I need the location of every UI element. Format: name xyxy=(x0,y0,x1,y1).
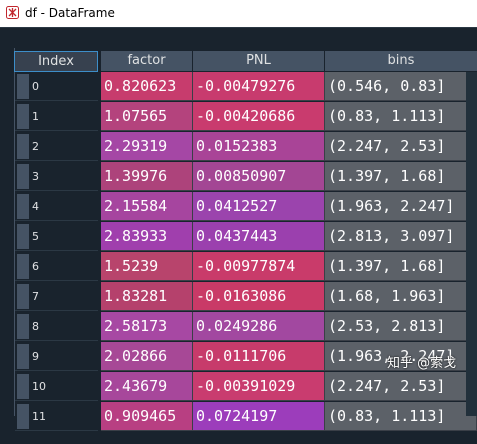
factor-cell[interactable]: 2.43679 xyxy=(101,372,193,401)
index-cell[interactable]: 10 xyxy=(15,372,98,401)
index-label: 1 xyxy=(32,110,39,123)
row-marker xyxy=(17,404,29,429)
pnl-cell[interactable]: 0.0412527 xyxy=(193,192,325,221)
factor-cell[interactable]: 2.29319 xyxy=(101,132,193,161)
factor-cell[interactable]: 1.83281 xyxy=(101,282,193,311)
index-cell[interactable]: 1 xyxy=(15,102,98,131)
pnl-cell[interactable]: 0.0437443 xyxy=(193,222,325,251)
index-label: 6 xyxy=(32,260,39,273)
dataframe-viewer: Index factor PNL bins 0 1 2 3 4 5 6 7 8 9 10 11 0.8… xyxy=(0,28,477,431)
factor-cell[interactable]: 1.39976 xyxy=(101,162,193,191)
bins-cell[interactable]: (2.813, 3.097] xyxy=(325,222,477,251)
row-marker xyxy=(17,314,29,339)
factor-cell[interactable]: 0.909465 xyxy=(101,402,193,431)
watermark: 知乎 @索戈 xyxy=(387,356,457,371)
pnl-cell[interactable]: 0.0249286 xyxy=(193,312,325,341)
bins-cell[interactable]: (0.83, 1.113] xyxy=(325,402,477,431)
gutter-divider xyxy=(14,48,15,416)
row-marker xyxy=(17,104,29,129)
index-cell[interactable]: 3 xyxy=(15,162,98,191)
index-label: 3 xyxy=(32,170,39,183)
row-marker xyxy=(17,284,29,309)
row-marker xyxy=(17,254,29,279)
index-cell[interactable]: 2 xyxy=(15,132,98,161)
bins-cell[interactable]: (1.68, 1.963] xyxy=(325,282,477,311)
index-label: 11 xyxy=(32,410,46,423)
factor-cell[interactable]: 2.02866 xyxy=(101,342,193,371)
row-marker xyxy=(17,74,29,99)
index-column: 0 1 2 3 4 5 6 7 8 9 10 11 xyxy=(15,72,98,444)
bins-cell[interactable]: (0.546, 0.83] xyxy=(325,72,477,101)
index-label: 0 xyxy=(32,80,39,93)
pnl-cell[interactable]: -0.0111706 xyxy=(193,342,325,371)
row-marker xyxy=(17,374,29,399)
index-label: 4 xyxy=(32,200,39,213)
column-header-label: Index xyxy=(38,54,74,69)
index-cell[interactable]: 11 xyxy=(15,402,98,431)
pnl-cell[interactable]: -0.0163086 xyxy=(193,282,325,311)
row-marker xyxy=(17,224,29,249)
index-label: 5 xyxy=(32,230,39,243)
pnl-cell[interactable]: -0.00479276 xyxy=(193,72,325,101)
pnl-cell[interactable]: -0.00977874 xyxy=(193,252,325,281)
vertical-scrollbar[interactable] xyxy=(466,72,477,416)
column-header-label: bins xyxy=(387,53,415,68)
bins-cell[interactable]: (2.53, 2.813] xyxy=(325,312,477,341)
index-cell[interactable]: 6 xyxy=(15,252,98,281)
factor-cell[interactable]: 2.15584 xyxy=(101,192,193,221)
index-cell[interactable]: 8 xyxy=(15,312,98,341)
index-label: 10 xyxy=(32,380,46,393)
index-label: 9 xyxy=(32,350,39,363)
index-cell[interactable]: 9 xyxy=(15,342,98,371)
column-header-bins[interactable]: bins xyxy=(325,51,477,71)
bins-cell[interactable]: (1.397, 1.68] xyxy=(325,162,477,191)
index-label: 7 xyxy=(32,290,39,303)
index-label: 2 xyxy=(32,140,39,153)
spyder-icon xyxy=(6,6,19,19)
pnl-cell[interactable]: 0.0724197 xyxy=(193,402,325,431)
column-header-label: factor xyxy=(127,53,166,68)
factor-cell[interactable]: 1.07565 xyxy=(101,102,193,131)
pnl-cell[interactable]: -0.00391029 xyxy=(193,372,325,401)
column-header-label: PNL xyxy=(246,53,271,68)
column-header-index[interactable]: Index xyxy=(14,51,98,72)
bins-cell[interactable]: (1.963, 2.247] xyxy=(325,342,477,371)
column-header-factor[interactable]: factor xyxy=(101,51,193,71)
factor-cell[interactable]: 2.58173 xyxy=(101,312,193,341)
index-label: 8 xyxy=(32,320,39,333)
factor-cell[interactable]: 1.5239 xyxy=(101,252,193,281)
index-cell[interactable]: 5 xyxy=(15,222,98,251)
factor-cell[interactable]: 2.83933 xyxy=(101,222,193,251)
titlebar-divider xyxy=(0,27,477,28)
bins-cell[interactable]: (1.963, 2.247] xyxy=(325,192,477,221)
bins-cell[interactable]: (1.397, 1.68] xyxy=(325,252,477,281)
column-header-pnl[interactable]: PNL xyxy=(193,51,325,71)
pnl-cell[interactable]: 0.0152383 xyxy=(193,132,325,161)
bins-cell[interactable]: (2.247, 2.53] xyxy=(325,372,477,401)
bins-cell[interactable]: (0.83, 1.113] xyxy=(325,102,477,131)
window-titlebar: df - DataFrame xyxy=(0,0,477,28)
row-marker xyxy=(17,134,29,159)
index-cell[interactable]: 4 xyxy=(15,192,98,221)
pnl-cell[interactable]: -0.00420686 xyxy=(193,102,325,131)
index-cell[interactable]: 0 xyxy=(15,72,98,101)
factor-cell[interactable]: 0.820623 xyxy=(101,72,193,101)
row-marker xyxy=(17,194,29,219)
pnl-cell[interactable]: 0.00850907 xyxy=(193,162,325,191)
row-marker xyxy=(17,344,29,369)
index-cell[interactable]: 7 xyxy=(15,282,98,311)
bins-cell[interactable]: (2.247, 2.53] xyxy=(325,132,477,161)
window-title: df - DataFrame xyxy=(25,6,115,20)
row-marker xyxy=(17,164,29,189)
